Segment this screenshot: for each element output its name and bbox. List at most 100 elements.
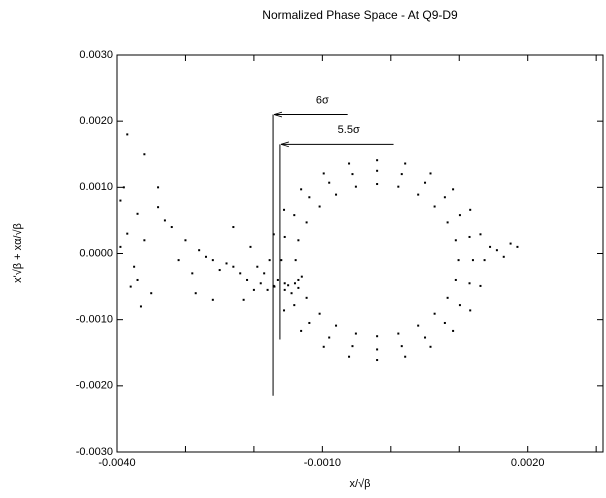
y-tick-label: 0.0020 [79,115,113,127]
point [335,193,338,196]
point [246,278,249,281]
point [471,259,474,262]
point [397,332,400,335]
point [126,232,129,235]
point [143,239,146,242]
point [126,133,129,136]
point [157,206,160,209]
point [376,159,379,162]
point [283,282,286,285]
y-tick-label: -0.0020 [76,380,113,392]
point [354,332,357,335]
point [376,335,379,338]
point [276,278,279,281]
point [489,245,492,248]
annotation-label: 5.5σ [338,124,360,136]
point [348,162,351,165]
point [351,173,354,176]
point [163,219,166,222]
point [376,359,379,362]
point [458,214,461,217]
point [429,345,432,348]
point [198,249,201,252]
point [252,288,255,291]
point [256,265,259,268]
point [469,309,472,312]
point [454,239,457,242]
point [400,345,403,348]
point [318,312,321,315]
point [225,262,228,265]
point [293,282,296,285]
point [322,172,325,175]
point [242,298,245,301]
point [293,304,296,307]
point [170,226,173,229]
chart-title: Normalized Phase Space - At Q9-D9 [262,8,458,22]
y-tick-label: 0.0010 [79,181,113,193]
point [283,309,286,312]
point [443,321,446,324]
point [293,214,296,217]
point [424,336,427,339]
point [136,212,139,215]
point [479,284,482,287]
point [328,336,331,339]
point [446,296,449,299]
point [376,169,379,172]
annotation-label: 6σ [316,94,329,106]
point [211,259,214,262]
point [424,181,427,184]
point [263,272,266,275]
point [283,208,286,211]
point [376,183,379,186]
point [404,162,407,165]
point [211,298,214,301]
point [294,259,297,262]
point [232,265,235,268]
point [259,282,262,285]
point [502,255,505,258]
point [204,255,207,258]
point [328,181,331,184]
point [139,305,142,308]
point [308,196,311,199]
point [177,259,180,262]
point [297,286,300,289]
point [318,205,321,208]
point [335,324,338,327]
point [452,329,455,332]
point [184,239,187,242]
point [297,239,300,242]
point [194,292,197,295]
point [232,226,235,229]
point [280,259,283,262]
y-tick-label: 0.0030 [79,49,113,61]
point [305,296,308,299]
point [273,285,276,288]
point [417,324,420,327]
point [354,185,357,188]
point [454,278,457,281]
point [300,329,303,332]
point [287,284,290,287]
x-tick-label: 0.0020 [511,457,545,469]
point [272,233,275,236]
x-tick-label: -0.0040 [98,457,135,469]
y-tick-label: -0.0010 [76,314,113,326]
point [468,282,471,285]
point [348,355,351,358]
point [129,285,132,288]
point [150,292,153,295]
point [191,272,194,275]
point [376,348,379,351]
point [400,173,403,176]
point [483,259,486,262]
point [446,221,449,224]
point [457,259,460,262]
y-axis-label: x'√β + xα/√β [12,223,24,283]
point [458,304,461,307]
point [443,196,446,199]
point [351,345,354,348]
